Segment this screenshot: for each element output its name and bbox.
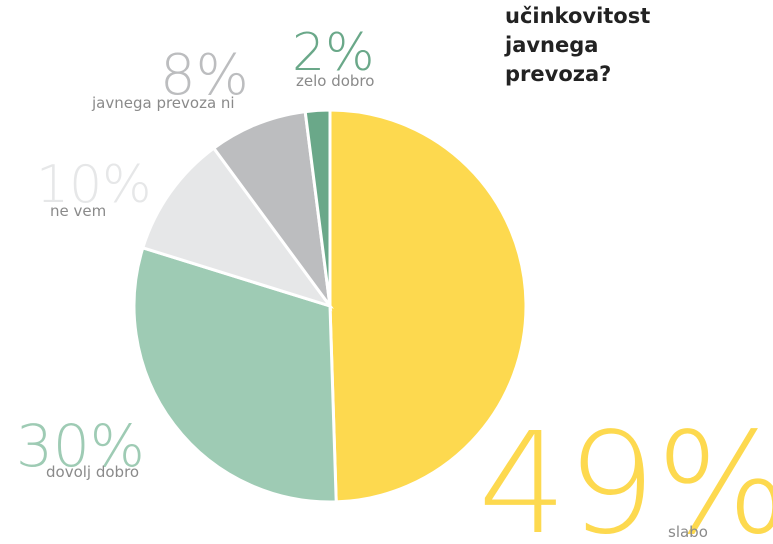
value-label: 2% (292, 23, 375, 83)
category-label: zelo dobro (296, 72, 374, 90)
pie-slice (132, 245, 338, 504)
value-label: 49% (478, 403, 773, 544)
value-label: 8% (160, 43, 249, 108)
pie-slice (140, 146, 334, 309)
chart-title: učinkovitost javnega prevoza? (505, 4, 651, 86)
category-label: ne vem (50, 202, 106, 220)
category-label: slabo (668, 523, 708, 541)
pie-slice (211, 109, 333, 312)
pie-slice (303, 108, 332, 307)
value-label: 30% (16, 412, 145, 480)
pie-slice (328, 108, 528, 504)
category-label: dovolj dobro (46, 463, 139, 481)
category-label: javnega prevoza ni (91, 94, 235, 112)
value-label: 10% (36, 155, 152, 215)
